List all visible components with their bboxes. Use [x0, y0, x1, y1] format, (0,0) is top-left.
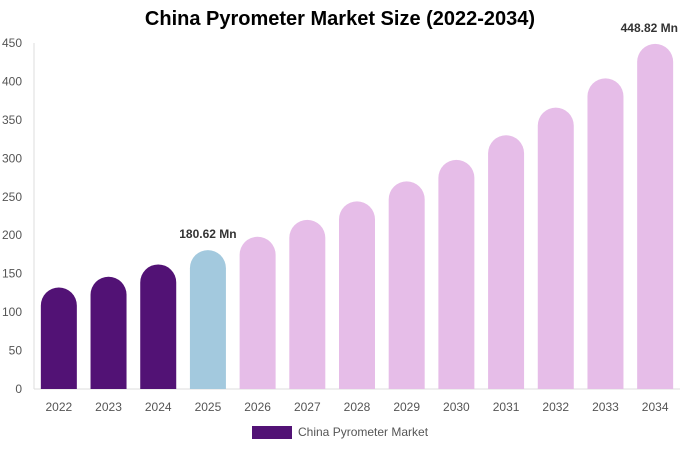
bar-2024: [140, 264, 177, 389]
x-tick-label: 2030: [443, 400, 470, 414]
x-tick-label: 2026: [244, 400, 271, 414]
data-label-2034: 448.82 Mn: [621, 21, 678, 35]
bar-2027: [289, 219, 326, 389]
x-tick-label: 2022: [45, 400, 72, 414]
bar-2029: [388, 181, 425, 389]
x-tick-label: 2031: [493, 400, 520, 414]
y-tick-label: 350: [2, 113, 22, 127]
x-tick-label: 2024: [145, 400, 172, 414]
bar-2031: [488, 135, 525, 389]
legend-label: China Pyrometer Market: [298, 425, 429, 439]
bar-2034: [637, 43, 674, 389]
y-tick-label: 150: [2, 267, 22, 281]
x-tick-label: 2023: [95, 400, 122, 414]
y-tick-label: 300: [2, 151, 22, 165]
bar-2028: [339, 201, 375, 389]
x-tick-label: 2028: [344, 400, 371, 414]
y-tick-label: 0: [15, 382, 22, 396]
y-tick-label: 400: [2, 74, 22, 88]
chart-title: China Pyrometer Market Size (2022-2034): [144, 8, 536, 30]
bar-2023: [90, 276, 127, 389]
x-tick-label: 2025: [195, 400, 222, 414]
y-tick-label: 200: [2, 228, 22, 242]
legend: China Pyrometer Market: [252, 425, 428, 439]
data-label-2025: 180.62 Mn: [179, 227, 236, 241]
bar-2025: [189, 250, 226, 389]
y-tick-label: 450: [2, 36, 22, 50]
x-tick-label: 2032: [542, 400, 569, 414]
legend-swatch: [252, 425, 292, 439]
x-tick-label: 2034: [642, 400, 669, 414]
bar-2033: [587, 78, 624, 389]
bar-2026: [239, 236, 276, 389]
bar-2022: [40, 287, 77, 389]
x-tick-label: 2029: [393, 400, 420, 414]
y-tick-label: 50: [9, 344, 23, 358]
bar-2030: [438, 159, 475, 389]
x-tick-label: 2033: [592, 400, 619, 414]
x-tick-label: 2027: [294, 400, 321, 414]
y-tick-label: 100: [2, 305, 22, 319]
bar-2032: [537, 107, 574, 389]
y-tick-label: 250: [2, 190, 22, 204]
